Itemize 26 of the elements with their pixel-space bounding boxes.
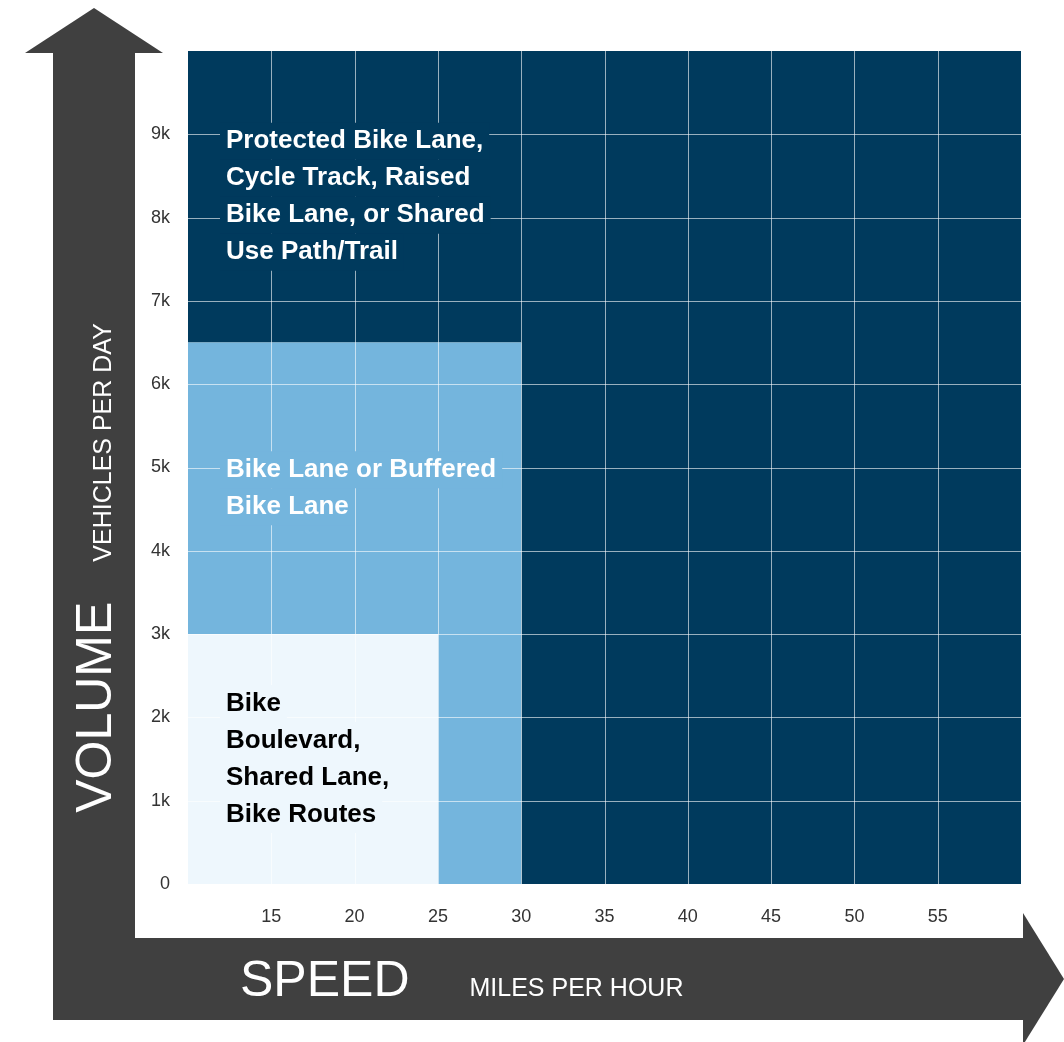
- series-label: Bike Boulevard, Shared Lane, Bike Routes: [226, 686, 390, 828]
- y-tick-label: 6k: [150, 373, 171, 394]
- x-axis-title: SPEED: [240, 950, 410, 1008]
- x-tick-label: 35: [594, 905, 615, 926]
- y-axis-title: VOLUME: [65, 601, 123, 813]
- x-tick-label: 45: [761, 905, 782, 926]
- y-tick-label: 3k: [150, 623, 171, 644]
- y-tick-label: 2k: [150, 706, 171, 727]
- y-tick-label: 8k: [150, 206, 171, 227]
- x-tick-label: 30: [511, 905, 532, 926]
- y-tick-label: 4k: [150, 539, 171, 560]
- y-tick-label: 0: [159, 872, 170, 893]
- text: MILES PER HOUR: [469, 973, 684, 1002]
- x-tick-label: 20: [344, 905, 365, 926]
- x-tick-label: 15: [261, 905, 282, 926]
- x-tick-label: 50: [844, 905, 865, 926]
- series-label: Protected Bike Lane, Cycle Track, Raised Bike Lane, or Shared Use Path/Trail: [226, 124, 485, 266]
- x-tick-label: 40: [677, 905, 698, 926]
- y-tick-label: 9k: [150, 123, 171, 144]
- y-tick-label: 5k: [150, 456, 171, 477]
- x-tick-label: 25: [427, 905, 448, 926]
- y-tick-label: 7k: [150, 289, 171, 310]
- y-tick-label: 1k: [150, 789, 171, 810]
- series-label: Bike Lane or Buffered Bike Lane: [226, 453, 497, 520]
- text: VEHICLES PER DAY: [88, 323, 117, 562]
- x-tick-label: 55: [927, 905, 948, 926]
